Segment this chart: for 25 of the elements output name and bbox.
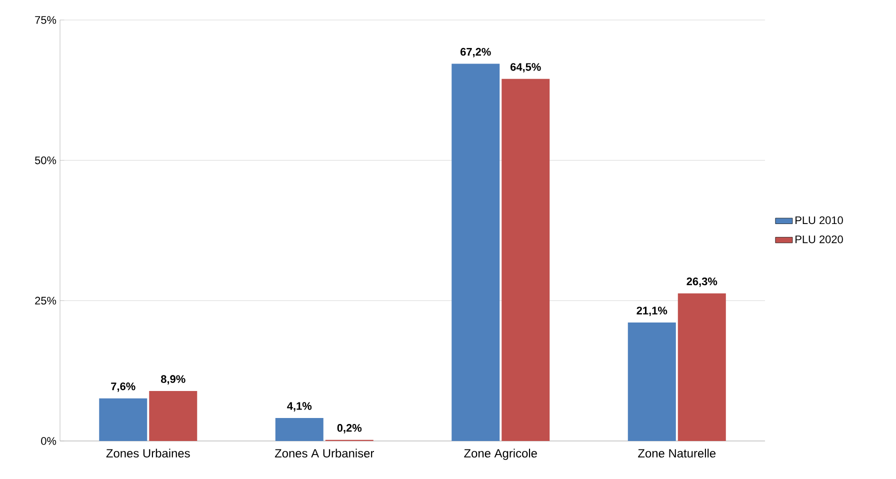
legend-label: PLU 2010 <box>796 216 843 224</box>
bar <box>149 391 198 441</box>
y-tick-label: 50% <box>34 156 56 164</box>
data-label: 7,6% <box>111 382 136 392</box>
data-label: 67,2% <box>460 48 491 58</box>
bar <box>628 322 676 441</box>
data-label: 26,3% <box>686 278 718 287</box>
legend-label: PLU 2020 <box>796 235 843 244</box>
y-tick-label: 0% <box>41 437 56 445</box>
x-tick-label: Zone Naturelle <box>638 448 716 458</box>
bar <box>99 398 148 441</box>
data-label: 21,1% <box>636 306 668 316</box>
data-label: 4,1% <box>287 402 312 412</box>
bar <box>452 64 500 441</box>
x-tick-label: Zones Urbaines <box>106 448 190 458</box>
bar <box>502 78 550 441</box>
x-tick-label: Zones A Urbaniser <box>274 448 374 458</box>
y-tick-label: 25% <box>35 296 56 305</box>
data-label: 8,9% <box>160 375 186 385</box>
data-label: 64,5% <box>510 63 541 72</box>
bar <box>678 293 726 441</box>
bar <box>275 418 324 441</box>
x-tick-label: Zone Agricole <box>464 448 537 460</box>
y-tick-label: 75% <box>35 16 56 24</box>
data-label: 0,2% <box>337 424 362 434</box>
